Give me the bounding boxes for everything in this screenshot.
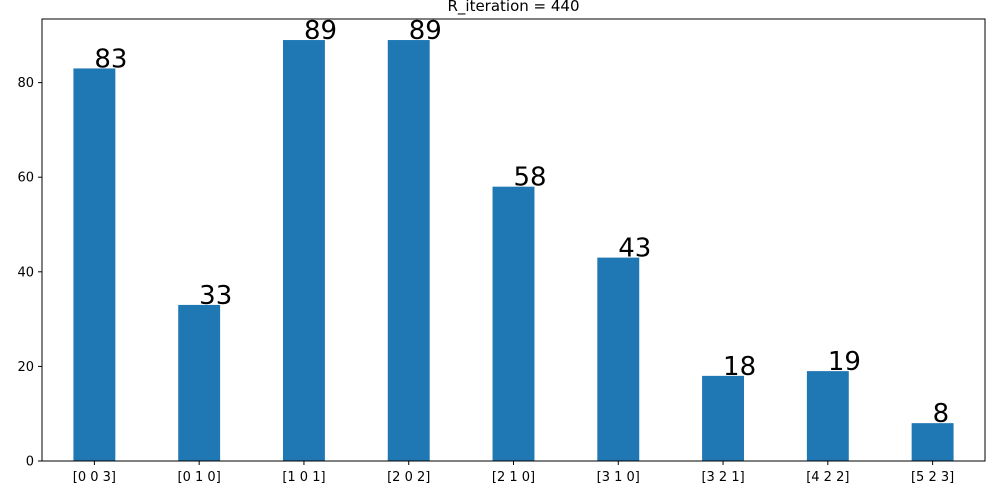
data-labels-group: 83 33 89 89 58 43 18 19 8 xyxy=(94,16,949,429)
x-tick-label: [0 1 0] xyxy=(178,470,221,485)
y-tick-label: 40 xyxy=(17,265,34,280)
data-label: 43 xyxy=(618,234,651,264)
bar xyxy=(387,40,430,462)
x-tick-label: [3 1 0] xyxy=(597,470,640,485)
y-tick-label: 60 xyxy=(17,171,34,186)
y-tick-label: 80 xyxy=(17,76,34,91)
y-tick-label: 0 xyxy=(26,455,34,470)
plot-frame xyxy=(41,18,986,462)
data-label: 33 xyxy=(199,281,232,311)
data-label: 89 xyxy=(304,16,337,46)
bar xyxy=(73,68,116,462)
data-label: 83 xyxy=(94,44,127,74)
x-tick-label: [3 2 1] xyxy=(701,470,744,485)
bar xyxy=(702,375,745,461)
x-axis-ticks: [0 0 3] [0 1 0] [1 0 1] [2 0 2] [2 1 0] [3 1 … xyxy=(73,461,954,485)
bar xyxy=(492,186,535,461)
bar xyxy=(178,304,221,461)
y-axis-ticks: 0 20 40 60 80 xyxy=(17,76,42,470)
x-tick-label: [2 0 2] xyxy=(387,470,430,485)
x-tick-label: [4 2 2] xyxy=(806,470,849,485)
x-tick-label: [1 0 1] xyxy=(282,470,325,485)
y-tick-label: 20 xyxy=(17,360,34,375)
x-tick-label: [5 2 3] xyxy=(911,470,954,485)
x-tick-label: [2 1 0] xyxy=(492,470,535,485)
data-label: 18 xyxy=(723,352,756,382)
data-label: 8 xyxy=(933,399,950,429)
bars-group xyxy=(73,40,954,462)
x-tick-label: [0 0 3] xyxy=(73,470,116,485)
bar xyxy=(282,40,325,462)
data-label: 89 xyxy=(409,16,442,46)
data-label: 58 xyxy=(514,163,547,193)
data-label: 19 xyxy=(828,347,861,377)
bar xyxy=(911,423,954,461)
chart-title: R_iteration = 440 xyxy=(447,0,579,16)
bar xyxy=(597,257,640,461)
bar xyxy=(806,371,849,461)
